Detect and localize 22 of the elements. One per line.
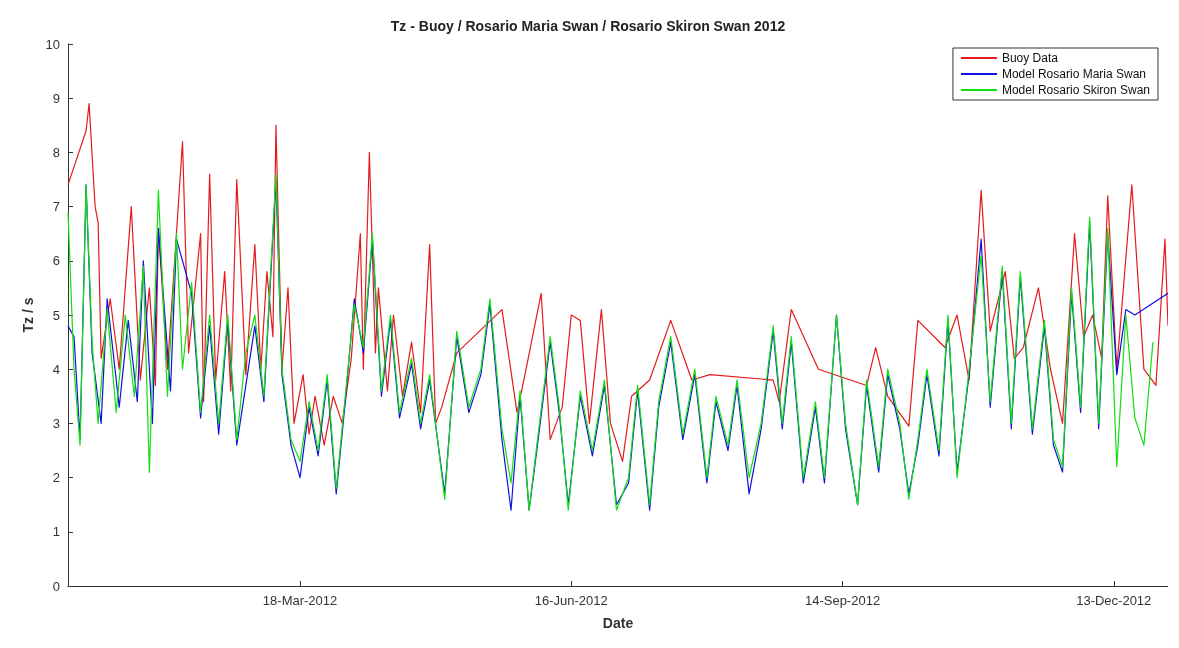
y-tick-label: 6 <box>52 253 60 269</box>
y-tick-label: 5 <box>52 307 60 323</box>
x-tick-label: 13-Dec-2012 <box>1076 593 1152 608</box>
line-series <box>67 103 1168 462</box>
x-tick-label: 16-Jun-2012 <box>534 593 608 608</box>
x-tick-label: 18-Mar-2012 <box>262 593 338 608</box>
y-tick-label: 0 <box>52 578 60 594</box>
y-tick-label: 3 <box>52 415 60 431</box>
y-tick-label: 7 <box>52 199 60 215</box>
legend-label: Buoy Data <box>1001 51 1059 65</box>
y-tick-label: 2 <box>52 470 60 486</box>
legend-label: Model Rosario Maria Swan <box>1001 67 1146 81</box>
y-axis-title: Tz / s <box>19 297 36 333</box>
y-tick-label: 1 <box>52 524 60 540</box>
chart-title: Tz - Buoy / Rosario Maria Swan / Rosario Skiron Swan 2012 <box>390 18 786 34</box>
y-tick-label: 10 <box>45 36 60 52</box>
legend-label: Model Rosario Skiron Swan <box>1001 83 1151 97</box>
y-tick-label: 8 <box>52 144 60 160</box>
y-tick-label: 9 <box>52 90 60 106</box>
y-tick-label: 4 <box>52 361 60 377</box>
x-axis-title: Date <box>602 615 634 631</box>
x-tick-label: 14-Sep-2012 <box>804 593 881 608</box>
